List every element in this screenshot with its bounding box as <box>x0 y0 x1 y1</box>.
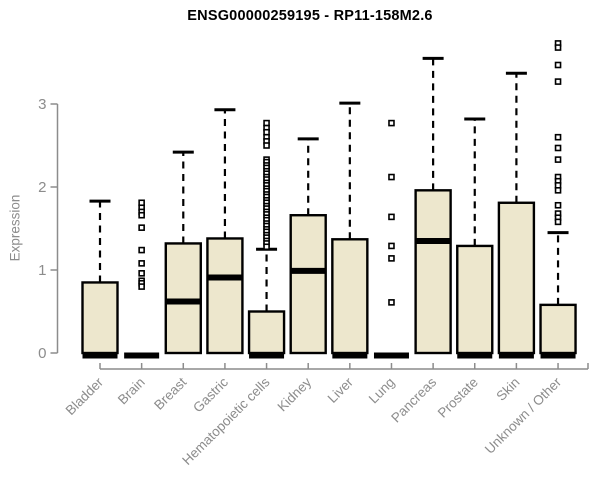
outlier-point <box>388 242 395 250</box>
x-tick-label-breast: Breast <box>151 374 189 412</box>
outlier-point <box>263 243 270 251</box>
outlier-point <box>554 144 562 152</box>
box-rect <box>331 238 369 355</box>
x-tick-label-bladder: Bladder <box>63 374 107 418</box>
boxplot-liver <box>331 101 369 359</box>
x-tick-label-lung: Lung <box>366 375 398 407</box>
outlier-point <box>138 260 145 267</box>
outlier-point <box>554 61 562 69</box>
box-rect <box>289 214 327 355</box>
boxplot-bladder <box>81 199 119 359</box>
outlier-point <box>138 211 145 219</box>
outlier-point <box>388 299 395 306</box>
outlier-point <box>388 173 395 181</box>
boxplot-brain <box>124 199 160 359</box>
outlier-point <box>554 218 562 226</box>
boxplot-skin <box>497 71 536 359</box>
x-tick-label-brain: Brain <box>115 375 148 408</box>
box-rect <box>497 201 536 355</box>
outlier-point <box>554 78 562 85</box>
outlier-point <box>138 224 145 231</box>
boxplot-kidney <box>289 137 327 355</box>
boxplot-gastric <box>206 108 244 355</box>
x-tick-label-kidney: Kidney <box>275 374 315 414</box>
outlier-point <box>554 133 562 141</box>
x-tick-label-prostate: Prostate <box>435 375 481 421</box>
x-tick-label-liver: Liver <box>325 374 357 406</box>
boxplot-prostate <box>456 117 494 359</box>
outlier-point <box>138 270 145 277</box>
outlier-point <box>263 142 270 149</box>
box-rect <box>206 237 244 355</box>
outlier-point <box>138 283 145 290</box>
outlier-point <box>554 187 562 194</box>
boxplot-breast <box>164 150 202 355</box>
x-tick-label-pancreas: Pancreas <box>388 374 439 425</box>
outlier-point <box>388 119 395 127</box>
outlier-point <box>388 255 395 262</box>
box-rect <box>539 303 577 355</box>
boxplot-unknown-other <box>539 40 577 359</box>
x-tick-label-unknown-other: Unknown / Other <box>482 374 565 457</box>
box-rect <box>81 281 119 355</box>
box-rect <box>247 310 286 355</box>
x-tick-label-skin: Skin <box>493 375 522 404</box>
outlier-point <box>554 201 562 209</box>
outlier-point <box>554 44 562 51</box>
boxplot-hematopoietic-cells <box>247 119 286 359</box>
box-rect <box>164 242 202 355</box>
outlier-point <box>138 246 145 254</box>
outlier-point <box>388 213 395 221</box>
boxplot-pancreas <box>414 56 452 355</box>
outlier-point <box>554 156 562 163</box>
y-tick-label: 0 <box>38 345 46 362</box>
x-tick-label-gastric: Gastric <box>190 374 231 415</box>
y-tick-label: 1 <box>38 262 46 279</box>
y-tick-label: 3 <box>38 96 46 113</box>
chart-title: ENSG00000259195 - RP11-158M2.6 <box>187 8 433 24</box>
box-rect <box>456 244 494 355</box>
box-rect <box>414 189 452 355</box>
boxplot-lung <box>373 119 409 359</box>
y-tick-label: 2 <box>38 179 46 196</box>
